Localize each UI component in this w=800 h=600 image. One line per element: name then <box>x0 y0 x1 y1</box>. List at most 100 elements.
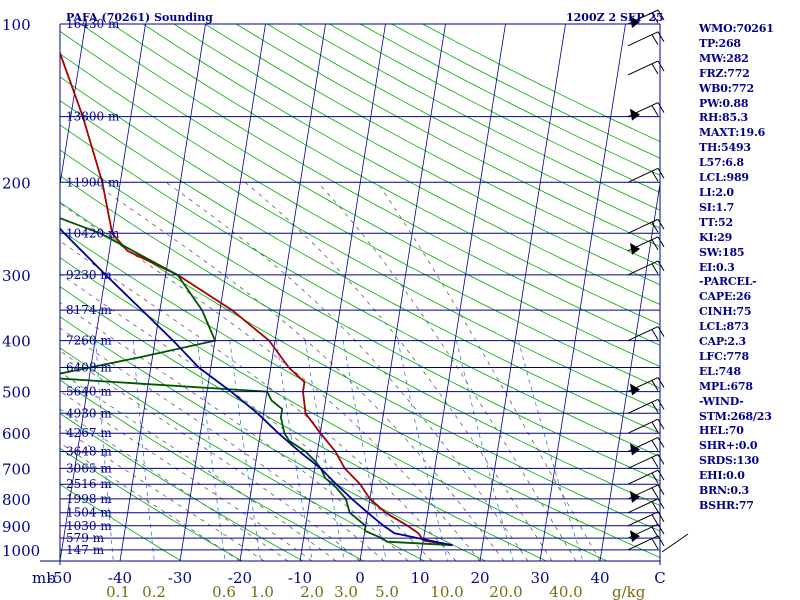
wind-barb-staff <box>627 498 659 514</box>
isotherm-line <box>0 24 26 561</box>
isotherm-line <box>299 24 386 561</box>
wind-barb <box>627 498 665 514</box>
mixing-ratio-line <box>456 340 514 561</box>
height-label: 147 m <box>66 543 105 557</box>
wind-barb-staff <box>627 260 659 276</box>
stat-line: L57:6.8 <box>699 156 744 170</box>
isotherm-line <box>479 24 566 561</box>
wind-barb-feather <box>657 511 665 523</box>
wind-barb-staff <box>627 398 659 414</box>
wind-barb-staff <box>627 60 659 76</box>
stat-line: CINH:75 <box>699 305 752 319</box>
dry-adiabat <box>60 379 364 561</box>
mixing-ratio-tick-label: 40.0 <box>549 583 582 600</box>
height-label: 1504 m <box>66 506 112 520</box>
stat-line: BRN:0.3 <box>699 484 749 498</box>
dry-adiabat <box>60 447 243 561</box>
moist-adiabat <box>60 273 433 561</box>
wind-barb-pennant <box>630 16 640 28</box>
wind-barb-feather <box>651 440 659 451</box>
height-label: 9230 m <box>66 268 112 282</box>
height-label: 13800 m <box>66 110 120 124</box>
height-label: 10420 m <box>66 226 120 240</box>
dry-adiabat <box>60 124 660 458</box>
wind-barb-pennant <box>630 443 640 456</box>
stat-line: LI:2.0 <box>699 185 734 199</box>
dry-adiabat <box>60 149 660 482</box>
height-label: 5640 m <box>66 385 112 399</box>
wind-barb-feather <box>657 469 665 481</box>
wind-barb-staff <box>627 469 659 485</box>
wind-barb-feather <box>651 457 659 468</box>
moist-adiabat <box>376 182 601 561</box>
wind-barb-staff <box>627 453 659 469</box>
moist-adiabat <box>60 240 457 561</box>
mixing-ratio-tick-label: 0.1 <box>106 583 130 600</box>
height-label: 3065 m <box>66 461 112 475</box>
mixing-ratio-tick-label: 0.6 <box>212 583 236 600</box>
isotherm-line <box>539 24 626 561</box>
isotherm-line <box>419 24 506 561</box>
stat-line: TT:52 <box>699 215 733 229</box>
height-label: 1998 m <box>66 492 112 506</box>
height-label: 579 m <box>66 531 105 545</box>
wind-barb-feather <box>651 526 659 538</box>
wind-barb <box>627 523 665 543</box>
wind-barb-feather <box>657 219 665 230</box>
temperature-tick-label: 40 <box>590 569 609 587</box>
moist-adiabat <box>60 425 265 561</box>
moist-adiabat <box>60 390 313 561</box>
wind-barb-feather <box>657 418 665 430</box>
pressure-tick-label: 400 <box>2 333 31 351</box>
wind-barb <box>627 236 665 255</box>
wind-barb-feather <box>657 260 665 272</box>
wind-barb-feather <box>651 501 659 512</box>
wind-barb-staff <box>627 31 659 47</box>
moist-adiabat <box>60 371 337 561</box>
wind-barb-staff <box>627 326 659 342</box>
dry-adiabat <box>60 30 660 367</box>
temperature-tick-label: -10 <box>288 569 312 587</box>
wind-barb-feather <box>657 535 665 547</box>
wind-barb-pennant <box>630 530 640 543</box>
wind-barb-feather <box>651 63 659 75</box>
wind-barb-pennant <box>630 108 640 121</box>
wind-barb-pennant <box>630 242 640 255</box>
dry-adiabat <box>60 347 425 561</box>
isotherm-line <box>179 24 266 561</box>
stat-line: CAP:2.3 <box>699 335 746 349</box>
wind-barb-staff <box>627 167 659 183</box>
wind-barb-feather <box>657 9 665 21</box>
stat-line: STM:268/23 <box>699 409 772 423</box>
temperature-tick-label: -50 <box>48 569 72 587</box>
wind-barb <box>627 167 665 183</box>
moist-adiabat <box>92 182 505 561</box>
storm-motion-marker <box>661 533 689 553</box>
wind-barb-feather <box>651 105 659 116</box>
wind-barb-feather <box>651 171 659 182</box>
dry-adiabat <box>80 24 660 346</box>
isotherm-line <box>359 24 446 561</box>
isotherm-line <box>599 181 660 561</box>
wind-barb-feather <box>657 498 665 509</box>
height-label: 6408 m <box>66 361 112 375</box>
dry-adiabat <box>60 286 547 561</box>
wind-barb-pennant <box>630 383 640 396</box>
mixing-ratio-line <box>276 340 313 561</box>
wind-barb-feather <box>657 377 665 388</box>
stat-line: LFC:778 <box>699 349 749 363</box>
dry-adiabat <box>235 24 660 248</box>
stats-panel: WMO:70261 TP:268 MW:282 FRZ:772 WB0:772 PW:0.… <box>699 22 799 514</box>
dry-adiabat <box>60 257 608 561</box>
pressure-tick-label: 100 <box>2 16 31 34</box>
wind-barb-feather <box>651 487 659 499</box>
wind-barb-feather <box>651 34 659 46</box>
mixing-ratio-unit-label: g/kg <box>612 583 646 600</box>
moist-adiabat <box>317 182 577 561</box>
mixing-ratio-tick-label: 10.0 <box>430 583 463 600</box>
wind-barb <box>627 60 665 76</box>
wind-barb-feather <box>657 484 665 496</box>
temperature-tick-label: 30 <box>530 569 549 587</box>
pressure-tick-label: 600 <box>2 425 31 443</box>
